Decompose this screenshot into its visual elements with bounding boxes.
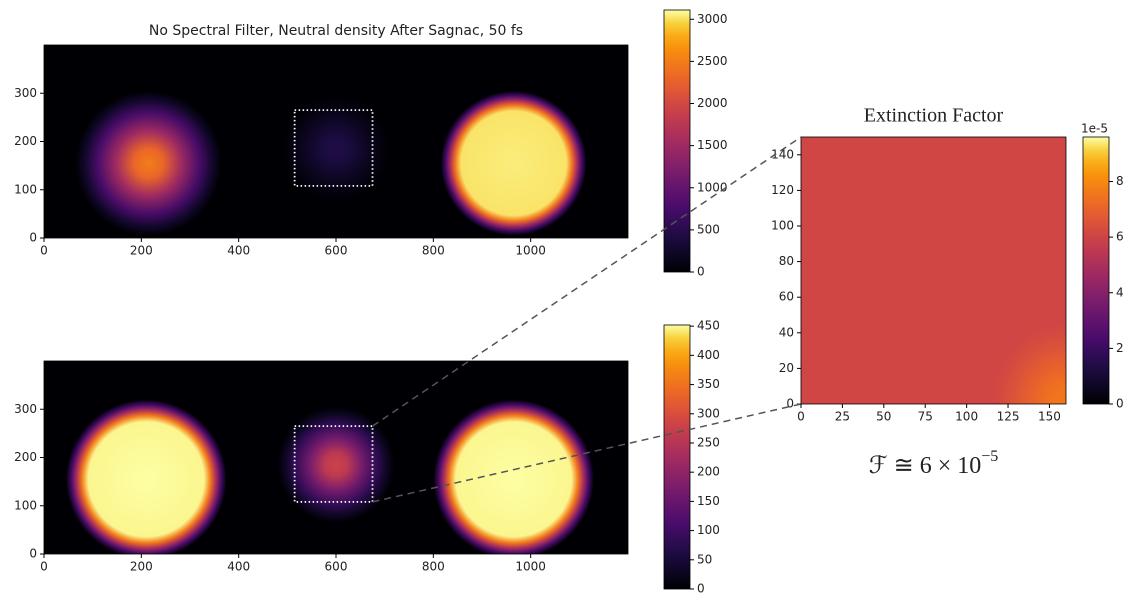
colorbar-tick-label: 50 <box>697 552 712 566</box>
plot-frame <box>800 136 1067 405</box>
intensity-spot <box>282 95 390 202</box>
colorbar-tick-label: 1000 <box>697 180 728 194</box>
colorbar-tick-label: 100 <box>697 523 720 537</box>
annotation: ℱ ≅ 6 × 10−5 <box>869 448 999 479</box>
y-tick-label: 200 <box>14 450 37 464</box>
colorbar-tick-label: 0 <box>1116 397 1124 411</box>
x-tick-label: 0 <box>40 560 48 574</box>
intensity-spot <box>433 399 594 554</box>
colorbar <box>663 9 691 273</box>
zoom-connector <box>372 403 802 503</box>
colorbar <box>663 324 691 590</box>
y-tick-label: 300 <box>14 86 37 100</box>
x-tick-label: 0 <box>40 244 48 258</box>
y-tick-label: 0 <box>29 231 37 245</box>
colorbar-tick-label: 350 <box>697 377 720 391</box>
colorbar-tick-label: 6 <box>1116 230 1124 244</box>
x-tick-label: 125 <box>997 410 1020 424</box>
colorbar-tick-label: 500 <box>697 222 720 236</box>
y-tick-label: 200 <box>14 134 37 148</box>
annotation-text: ℱ ≅ 6 × 10 <box>869 453 982 479</box>
y-tick-label: 80 <box>779 254 794 268</box>
zoom-connector <box>372 136 802 427</box>
y-tick-label: 140 <box>771 147 794 161</box>
colorbar-tick-label: 250 <box>697 435 720 449</box>
roi-box <box>293 425 374 503</box>
colorbar-tick-label: 200 <box>697 465 720 479</box>
colorbar-tick-label: 450 <box>697 319 720 333</box>
colorbar-tick-label: 2000 <box>697 96 728 110</box>
x-tick-label: 1000 <box>515 244 546 258</box>
y-tick-label: 20 <box>779 361 794 375</box>
x-tick-label: 800 <box>422 560 445 574</box>
x-tick-label: 600 <box>325 244 348 258</box>
intensity-spot <box>440 90 587 236</box>
colorbar-tick-label: 400 <box>697 348 720 362</box>
x-tick-label: 1000 <box>515 560 546 574</box>
y-tick-label: 120 <box>771 183 794 197</box>
x-tick-label: 150 <box>1038 410 1061 424</box>
intensity-spot <box>991 323 1066 404</box>
y-tick-label: 0 <box>29 547 37 561</box>
x-tick-label: 25 <box>835 410 850 424</box>
x-tick-label: 800 <box>422 244 445 258</box>
colorbar-tick-label: 150 <box>697 494 720 508</box>
colorbar-tick-label: 300 <box>697 406 720 420</box>
chart-title: Extinction Factor <box>864 105 1004 127</box>
colorbar <box>1082 136 1110 405</box>
chart-title: No Spectral Filter, Neutral density Afte… <box>149 23 523 39</box>
x-tick-label: 100 <box>955 410 978 424</box>
x-tick-label: 200 <box>130 560 153 574</box>
y-tick-label: 60 <box>779 290 794 304</box>
intensity-spot <box>65 399 227 554</box>
intensity-spot <box>75 90 222 236</box>
roi-box <box>293 109 374 187</box>
colorbar-tick-label: 8 <box>1116 174 1124 188</box>
x-tick-label: 400 <box>227 244 250 258</box>
y-tick-label: 100 <box>14 182 37 196</box>
y-tick-label: 100 <box>771 219 794 233</box>
heatmap <box>801 137 1066 404</box>
y-tick-label: 100 <box>14 498 37 512</box>
x-tick-label: 400 <box>227 560 250 574</box>
intensity-spot <box>277 406 395 523</box>
colorbar-tick-label: 1500 <box>697 138 728 152</box>
colorbar-tick-label: 2 <box>1116 341 1124 355</box>
colorbar-tick-label: 0 <box>697 265 705 279</box>
y-tick-label: 0 <box>786 397 794 411</box>
heatmap <box>44 361 628 554</box>
colorbar-offset: 1e-5 <box>1081 122 1108 136</box>
y-tick-label: 40 <box>779 325 794 339</box>
colorbar-tick-label: 3000 <box>697 12 728 26</box>
x-tick-label: 200 <box>130 244 153 258</box>
x-tick-label: 600 <box>325 560 348 574</box>
colorbar-tick-label: 2500 <box>697 54 728 68</box>
y-tick-label: 300 <box>14 402 37 416</box>
colorbar-tick-label: 4 <box>1116 285 1124 299</box>
x-tick-label: 75 <box>918 410 933 424</box>
colorbar-tick-label: 0 <box>697 582 705 596</box>
x-tick-label: 0 <box>797 410 805 424</box>
heatmap <box>44 45 628 238</box>
x-tick-label: 50 <box>876 410 891 424</box>
annotation-superscript: −5 <box>981 448 998 465</box>
